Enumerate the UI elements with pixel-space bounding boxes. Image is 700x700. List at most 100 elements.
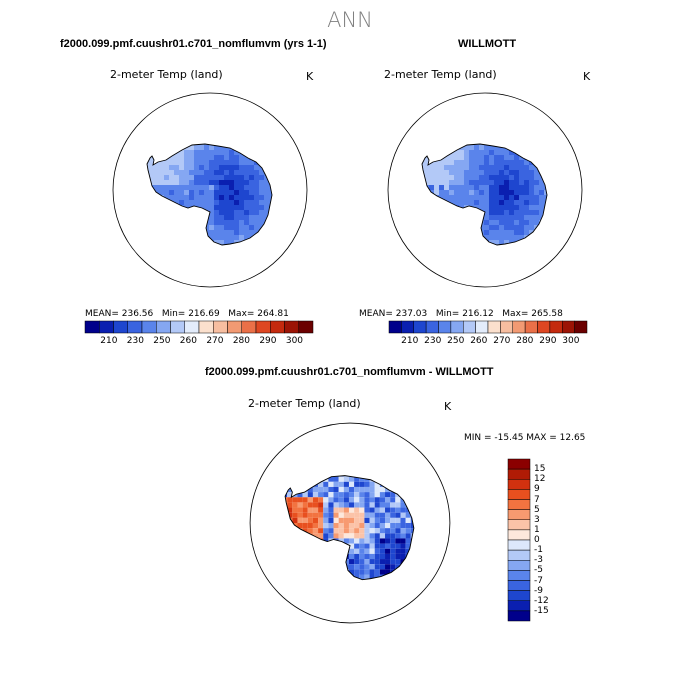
panel3-title: f2000.099.pmf.cuushr01.c701_nomflumvm - … [205, 366, 494, 378]
colorbar-tick-label: 7 [534, 494, 540, 505]
panel1-mean: MEAN= 236.56 [85, 309, 154, 319]
colorbar-box [170, 320, 185, 334]
colorbar-box [463, 320, 476, 334]
colorbar-tick-label: 15 [534, 464, 546, 475]
colorbar-box [298, 320, 314, 334]
colorbar-tick-label: 270 [493, 336, 511, 346]
colorbar-tick-label: 280 [516, 336, 534, 346]
panel1-max: Max= 264.81 [228, 309, 289, 319]
colorbar-tick-label: -12 [534, 595, 549, 606]
panel3-units: K [444, 400, 452, 413]
colorbar-box [507, 509, 531, 520]
colorbar-box [507, 458, 531, 470]
colorbar-box [475, 320, 489, 334]
colorbar-box [500, 320, 513, 334]
colorbar-tick-label: 250 [447, 336, 465, 346]
colorbar-box [284, 320, 299, 334]
colorbar-box [99, 320, 114, 334]
panel1-map [112, 92, 308, 288]
panel2-colorbar-ticks: 210 230 250 260 270 280 290 300 [389, 336, 587, 348]
colorbar-box [255, 320, 271, 334]
panel2-variable-label: 2-meter Temp (land) [384, 68, 497, 81]
colorbar-box [507, 549, 531, 561]
colorbar-box [507, 499, 531, 510]
colorbar-tick-label: 12 [534, 474, 546, 485]
colorbar-box [507, 489, 531, 500]
colorbar-box [507, 560, 531, 571]
colorbar-tick-label: 230 [126, 336, 144, 346]
panel2-colorbar [388, 320, 588, 334]
colorbar-box [227, 320, 242, 334]
colorbar-box [401, 320, 414, 334]
colorbar-tick-label: 9 [534, 484, 540, 495]
panel2-mean: MEAN= 237.03 [359, 309, 428, 319]
panel3-minmax: MIN = -15.45 MAX = 12.65 [464, 433, 586, 443]
colorbar-box [507, 479, 531, 490]
colorbar-tick-label: 300 [285, 336, 304, 346]
colorbar-tick-label: 5 [534, 504, 540, 515]
colorbar-box [84, 320, 100, 334]
colorbar-box [184, 320, 200, 334]
colorbar-tick-label: 0 [534, 535, 540, 545]
colorbar-tick-label: -7 [534, 575, 543, 586]
colorbar-tick-label: 250 [153, 336, 171, 346]
colorbar-box [512, 320, 526, 334]
colorbar-box [113, 320, 128, 334]
colorbar-tick-label: 210 [401, 336, 419, 346]
panel2-stats: MEAN= 237.03 Min= 216.12 Max= 265.58 [359, 309, 563, 319]
colorbar-box [507, 468, 531, 480]
colorbar-box [537, 320, 551, 334]
panel2-map [387, 92, 583, 288]
colorbar-tick-label: 300 [562, 336, 580, 346]
figure-title: ANN [327, 8, 373, 32]
colorbar-box [524, 320, 538, 334]
colorbar-box [507, 529, 531, 541]
colorbar-tick-label: -3 [534, 555, 543, 566]
colorbar-box [241, 320, 257, 334]
colorbar-tick-label: -1 [534, 545, 543, 556]
colorbar-box [507, 600, 531, 612]
colorbar-box [562, 320, 575, 334]
colorbar-tick-label: 260 [179, 336, 197, 346]
panel3-map [249, 422, 451, 624]
colorbar-tick-label: 3 [534, 514, 540, 525]
colorbar-box [388, 320, 402, 334]
colorbar-box [507, 580, 531, 591]
colorbar-tick-label: 290 [259, 336, 277, 346]
panel2-max: Max= 265.58 [502, 309, 563, 319]
colorbar-tick-label: 1 [534, 524, 540, 535]
colorbar-tick-label: 260 [470, 336, 488, 346]
colorbar-tick-label: -15 [534, 605, 549, 616]
colorbar-box [574, 320, 588, 334]
panel1-units: K [306, 70, 314, 83]
colorbar-box [198, 320, 214, 334]
colorbar-box [270, 320, 285, 334]
colorbar-box [425, 320, 439, 334]
colorbar-box [507, 519, 531, 531]
panel1-colorbar-ticks: 210 230 250 260 270 280 290 300 [85, 336, 313, 348]
colorbar-box [127, 320, 143, 334]
panel1-colorbar [84, 320, 314, 334]
colorbar-box [507, 570, 531, 581]
colorbar-box [507, 539, 531, 551]
panel1-variable-label: 2-meter Temp (land) [110, 68, 223, 81]
panel1-min: Min= 216.69 [161, 309, 220, 319]
panel2-min: Min= 216.12 [435, 309, 494, 319]
colorbar-box [413, 320, 427, 334]
panel3-colorbar [507, 458, 531, 622]
colorbar-box [141, 320, 157, 334]
colorbar-box [438, 320, 452, 334]
colorbar-tick-label: -9 [534, 585, 543, 596]
colorbar-box [507, 610, 531, 622]
colorbar-tick-label: 280 [232, 336, 250, 346]
panel2-title: WILLMOTT [458, 38, 517, 50]
colorbar-box [450, 320, 464, 334]
colorbar-tick-label: 230 [424, 336, 442, 346]
colorbar-box [156, 320, 171, 334]
panel3-variable-label: 2-meter Temp (land) [248, 397, 361, 410]
colorbar-tick-label: -5 [534, 565, 543, 576]
panel1-title: f2000.099.pmf.cuushr01.c701_nomflumvm (y… [60, 38, 327, 50]
colorbar-box [213, 320, 228, 334]
panel2-units: K [583, 70, 591, 83]
panel1-stats: MEAN= 236.56 Min= 216.69 Max= 264.81 [85, 309, 289, 319]
